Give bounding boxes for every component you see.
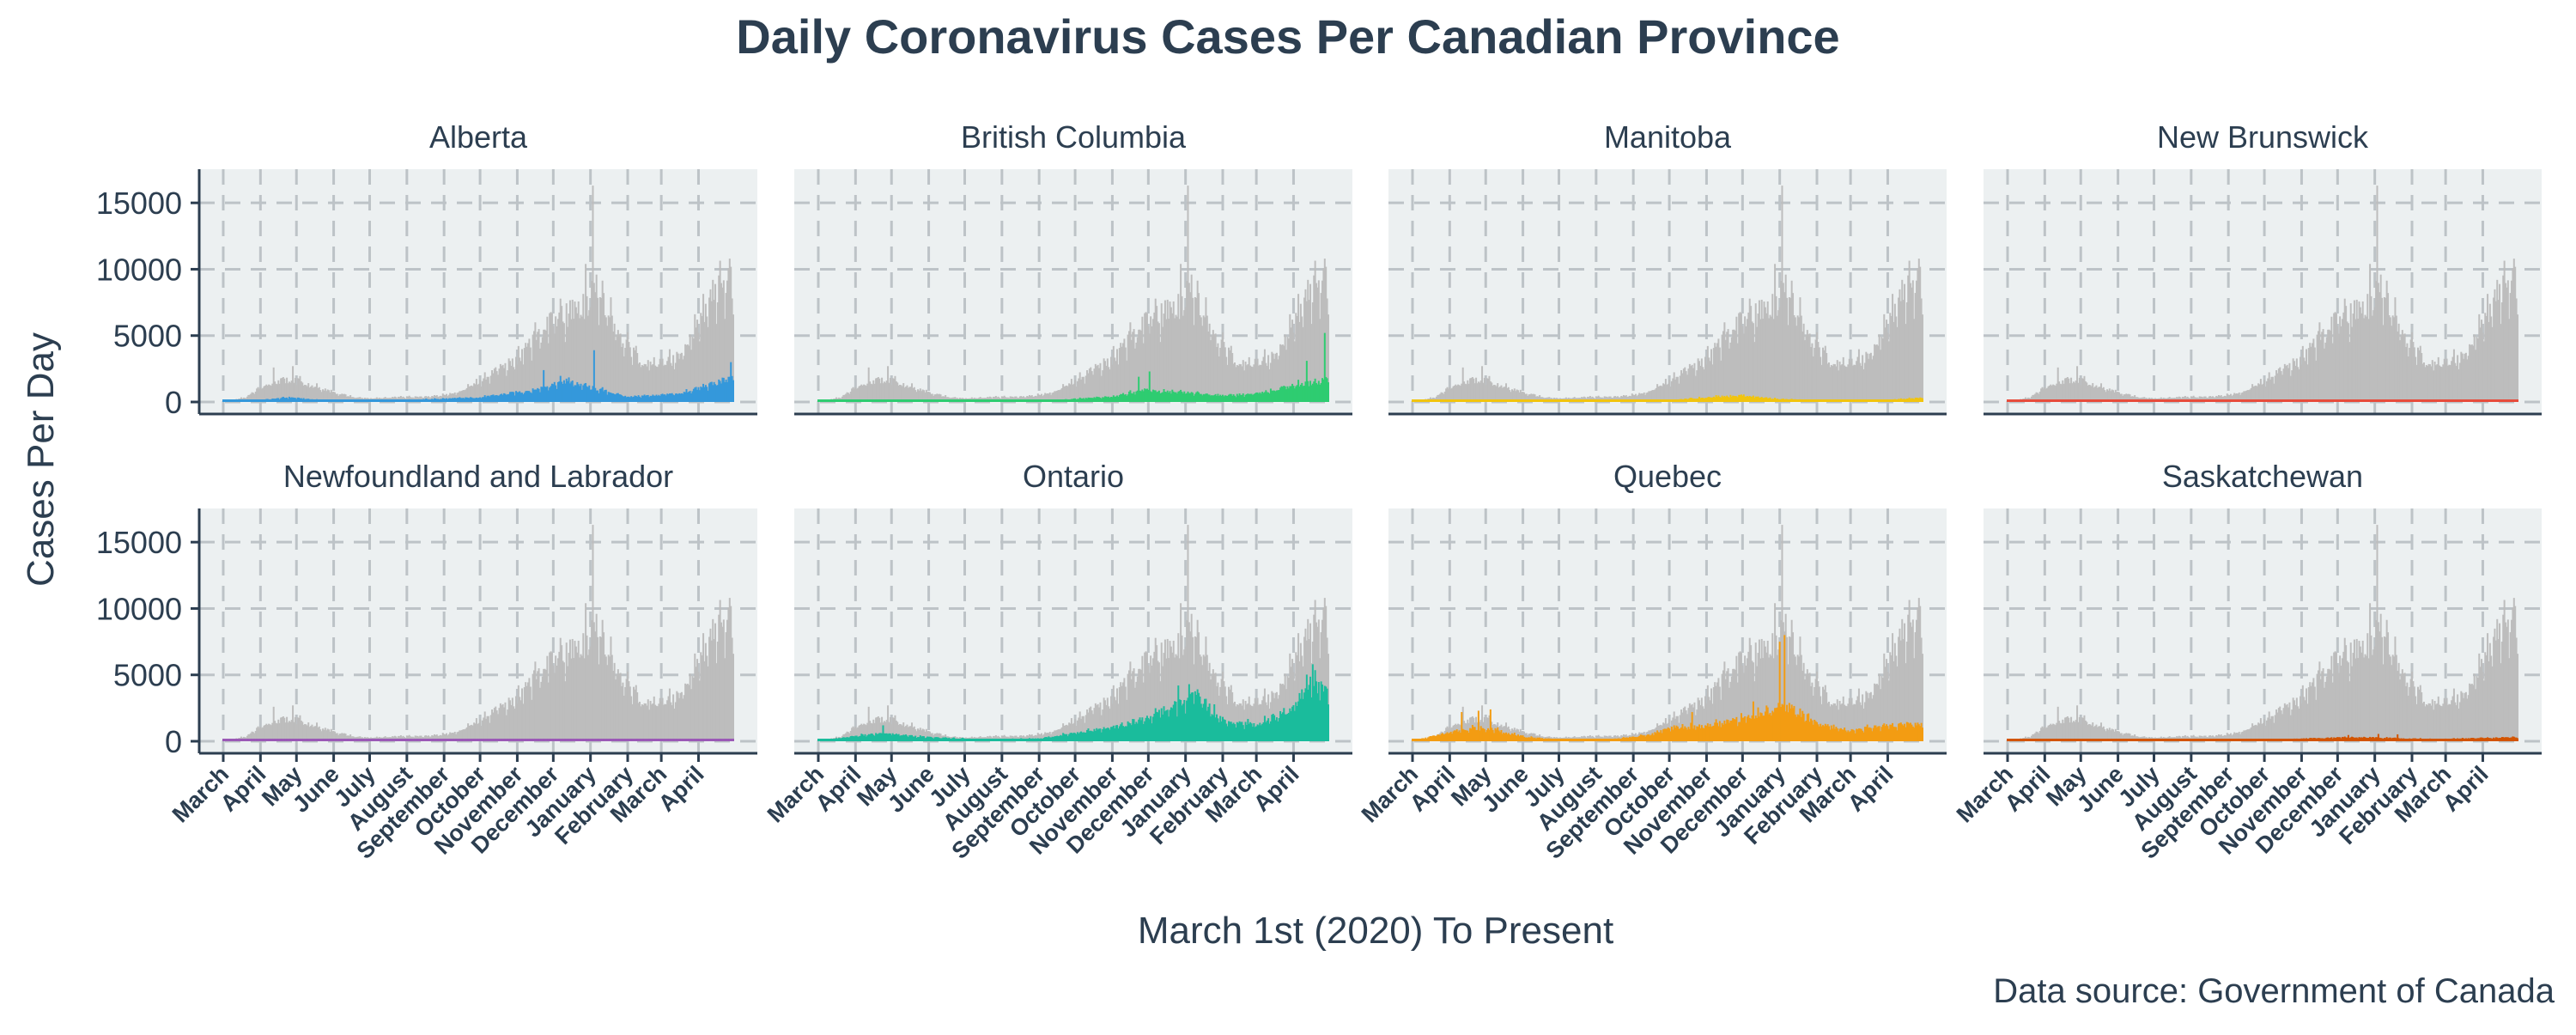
- chart-title: Daily Coronavirus Cases Per Canadian Pro…: [736, 9, 1839, 64]
- panel-strip-label: New Brunswick: [2157, 119, 2369, 155]
- province-bar: [1327, 382, 1329, 402]
- y-tick-label: 0: [165, 385, 182, 420]
- y-tick-label: 10000: [96, 591, 182, 626]
- panel-new-brunswick: New Brunswick: [1984, 119, 2542, 414]
- panels-group: Alberta 0 5000 10000 15000 British Columbia Ma…: [96, 119, 2542, 864]
- panel-manitoba: Manitoba: [1388, 119, 1947, 414]
- panel-strip-label: British Columbia: [961, 119, 1187, 155]
- panel-newfoundland-and-labrador: Newfoundland and Labrador 0 5000 10000 15000…: [96, 459, 757, 864]
- panel-alberta: Alberta 0 5000 10000 15000: [96, 119, 757, 420]
- province-bar: [732, 739, 734, 741]
- y-tick-label: 10000: [96, 252, 182, 287]
- panel-strip-label: Newfoundland and Labrador: [283, 459, 673, 494]
- province-bar: [1922, 399, 1923, 402]
- national-bar: [2517, 314, 2518, 402]
- y-tick-label: 5000: [113, 319, 182, 354]
- national-bar: [732, 654, 734, 741]
- province-bar: [732, 381, 734, 402]
- panel-strip-label: Alberta: [429, 119, 528, 155]
- province-bar: [2517, 399, 2518, 402]
- panel-strip-label: Ontario: [1023, 459, 1124, 494]
- national-bar: [1922, 314, 1923, 402]
- panel-british-columbia: British Columbia: [794, 119, 1352, 414]
- y-tick-label: 15000: [96, 186, 182, 221]
- y-tick-label: 15000: [96, 525, 182, 560]
- panel-strip-label: Manitoba: [1604, 119, 1732, 155]
- y-tick-label: 0: [165, 724, 182, 759]
- y-tick-label: 5000: [113, 658, 182, 693]
- panel-ontario: OntarioMarchAprilMayJuneJulyAugustSeptem…: [762, 459, 1352, 864]
